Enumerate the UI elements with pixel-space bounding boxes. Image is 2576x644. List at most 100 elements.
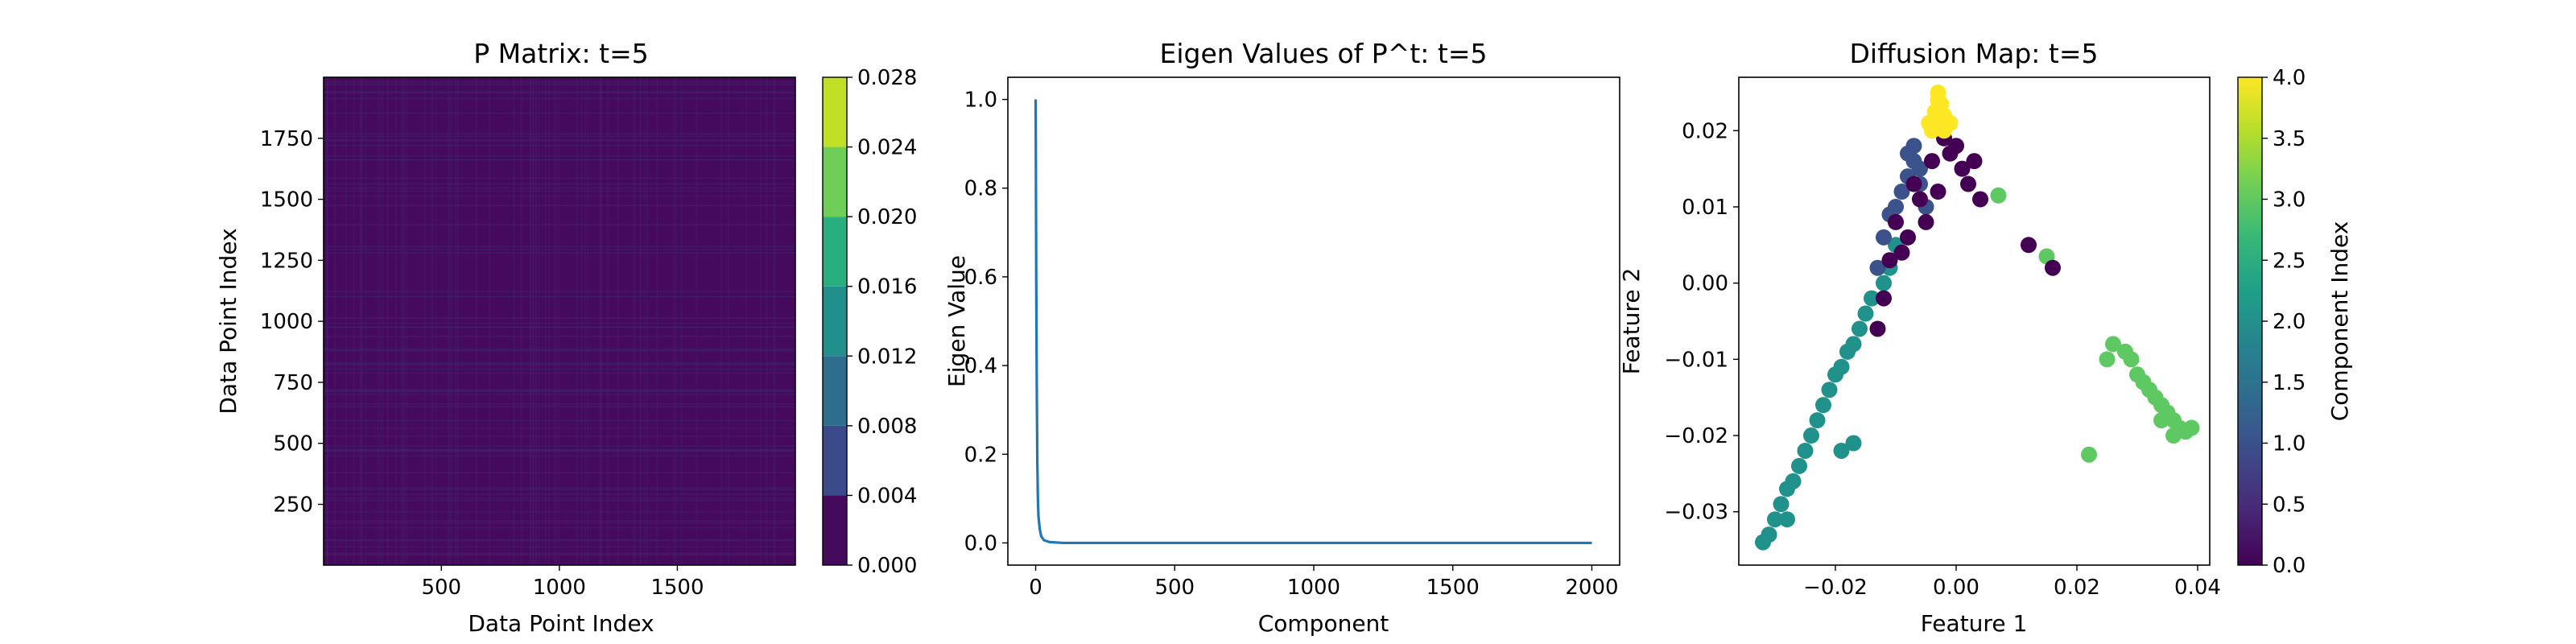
scatter-point-component-1 <box>1869 259 1886 276</box>
eigenvalues-panel: Eigen Values of P^t: t=5 Component Eigen… <box>943 38 1620 637</box>
scatter-point-component-3 <box>2165 427 2182 444</box>
colorbar-band <box>823 495 847 565</box>
diffusion-map-ylabel: Feature 2 <box>1618 268 1645 375</box>
x-tick-label: 500 <box>421 576 461 600</box>
scatter-point-component-1 <box>1876 229 1892 246</box>
x-tick-label: 0.02 <box>2054 576 2100 600</box>
y-tick-label: 0.00 <box>1682 272 1728 296</box>
scatter-point-component-0 <box>1918 213 1934 230</box>
x-tick-label: 0 <box>1029 576 1042 600</box>
colorbar-tick-label: 0.020 <box>857 205 917 229</box>
scatter-point-component-0 <box>1876 290 1892 307</box>
scatter-point-component-0 <box>1924 153 1940 170</box>
y-tick-label: 0.2 <box>964 443 997 467</box>
p-matrix-ylabel: Data Point Index <box>215 228 242 414</box>
scatter-point-component-2 <box>1803 427 1819 444</box>
scatter-point-component-3 <box>2099 351 2116 368</box>
y-tick-label: 0.02 <box>1682 119 1728 143</box>
eigenvalues-title: Eigen Values of P^t: t=5 <box>1160 38 1488 69</box>
colorbar-tick-label: 0.024 <box>857 136 917 160</box>
colorbar-tick-label: 0.008 <box>857 415 917 439</box>
scatter-point-component-0 <box>1948 138 1964 155</box>
scatter-point-component-0 <box>2021 237 2037 254</box>
colorbar-tick-label: 2.0 <box>2273 310 2306 334</box>
scatter-point-component-2 <box>1785 473 1802 489</box>
y-tick-label: 500 <box>273 432 313 456</box>
colorbar-tick-label: 0.028 <box>857 66 917 90</box>
diffusion-map-colorbar: 0.0 0.5 1.0 1.5 2.0 2.5 3.0 3.5 4.0 <box>2237 66 2306 578</box>
diffusion-map-title: Diffusion Map: t=5 <box>1849 38 2098 69</box>
p-matrix-colorbar: 0.000 0.004 0.008 0.012 0.016 0.020 0.024 0.028 <box>822 66 917 578</box>
colorbar-frame <box>822 76 848 566</box>
x-tick-label: 1000 <box>533 576 586 600</box>
scatter-point-component-3 <box>2081 446 2097 463</box>
y-tick-label: 0.6 <box>964 266 997 290</box>
scatter-point-component-2 <box>1821 382 1838 398</box>
diffusion-map-plot-area: −0.02 0.00 0.02 0.04 −0.03 −0.02 −0.01 0.00 0.01… <box>1664 76 2221 600</box>
scatter-point-component-0 <box>1912 191 1928 208</box>
colorbar-band <box>823 147 847 217</box>
scatter-point-component-0 <box>1888 213 1904 230</box>
scatter-point-component-0 <box>1930 184 1946 200</box>
x-tick-label: 500 <box>1154 576 1195 600</box>
scatter-point-component-2 <box>1857 305 1874 322</box>
scatter-point-component-0 <box>1900 229 1916 246</box>
scatter-point-component-1 <box>1905 153 1922 170</box>
plot-background <box>1739 77 2210 565</box>
scatter-point-component-4 <box>1930 92 1946 109</box>
colorbar-tick-label: 0.0 <box>2273 554 2306 578</box>
eigenvalues-plot-area: 0 500 1000 1500 2000 0.0 0.2 0.4 0.6 0.8 1.0 <box>964 76 1620 600</box>
scatter-point-component-2 <box>1773 496 1790 513</box>
scatter-point-component-2 <box>1761 526 1777 543</box>
colorbar-tick-label: 4.0 <box>2273 66 2306 90</box>
plot-frame <box>1738 76 2211 566</box>
scatter-point-component-0 <box>1954 160 1971 177</box>
scatter-point-component-0 <box>1905 175 1922 192</box>
colorbar-tick-label: 0.016 <box>857 275 917 299</box>
scatter-point-component-2 <box>1864 290 1880 307</box>
scatter-point-component-2 <box>1852 320 1868 337</box>
scatter-point-component-2 <box>1791 457 1807 474</box>
colorbar-tick-label: 0.000 <box>857 554 917 578</box>
colorbar-tick-label: 0.5 <box>2273 493 2306 517</box>
scatter-point-component-2 <box>1833 442 1850 459</box>
scatter-point-component-0 <box>1966 153 1983 170</box>
colorbar-band <box>823 77 847 147</box>
scatter-point-component-3 <box>2183 419 2200 436</box>
scatter-point-component-3 <box>1990 187 2007 204</box>
y-tick-label: 0.4 <box>964 354 997 378</box>
y-tick-label: 250 <box>273 493 313 518</box>
y-tick-label: 750 <box>273 371 313 395</box>
x-tick-label: −0.02 <box>1803 576 1868 600</box>
y-tick-label: 1.0 <box>964 89 997 113</box>
eigenvalues-xlabel: Component <box>1258 610 1389 637</box>
x-tick-label: 1500 <box>650 576 704 600</box>
scatter-point-component-2 <box>1833 358 1850 375</box>
scatter-point-component-3 <box>2123 351 2140 368</box>
p-matrix-title: P Matrix: t=5 <box>473 38 648 69</box>
diffusion-map-panel: Diffusion Map: t=5 Feature 1 Feature 2 −… <box>1618 38 2353 637</box>
scatter-point-component-2 <box>1809 412 1826 429</box>
diffusion-map-colorbar-label: Component Index <box>2326 221 2353 422</box>
diffusion-map-xlabel: Feature 1 <box>1921 610 2028 637</box>
y-tick-label: 0.0 <box>964 531 997 555</box>
y-tick-label: 0.01 <box>1682 196 1728 220</box>
scatter-point-component-0 <box>1972 191 1988 208</box>
y-tick-label: 1250 <box>260 249 313 273</box>
x-tick-label: 1000 <box>1287 576 1340 600</box>
scatter-point-component-2 <box>1845 336 1862 353</box>
y-tick-label: −0.03 <box>1664 501 1728 525</box>
x-tick-label: 0.04 <box>2174 576 2221 600</box>
colorbar-gradient-bar <box>2238 77 2262 565</box>
y-tick-label: 1750 <box>260 127 313 151</box>
colorbar-tick-label: 2.5 <box>2273 249 2306 273</box>
y-tick-label: 0.8 <box>964 177 997 201</box>
eigenvalues-ylabel: Eigen Value <box>943 255 970 387</box>
colorbar-tick-label: 0.012 <box>857 345 917 369</box>
scatter-point-component-2 <box>1797 442 1814 459</box>
scatter-point-component-0 <box>1960 175 1976 192</box>
scatter-point-component-2 <box>1876 275 1892 291</box>
scatter-point-component-3 <box>2153 412 2169 429</box>
y-tick-label: 1500 <box>260 188 313 213</box>
